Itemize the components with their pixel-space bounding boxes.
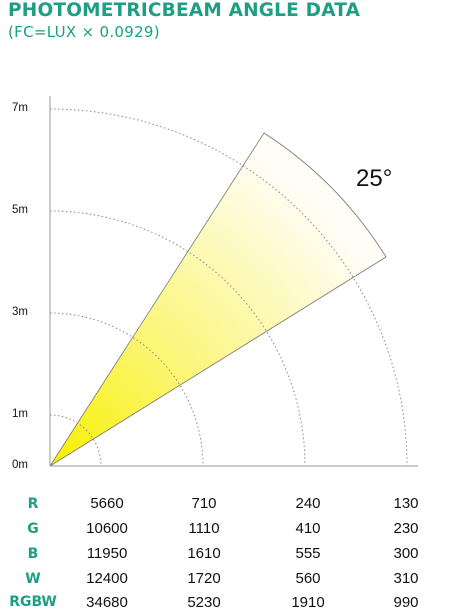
table-cell: 710 [191,495,217,512]
row-label: W [25,571,41,587]
table-cell: 410 [295,520,321,537]
table-cell: 5230 [187,594,221,611]
distance-arc-3m [49,312,204,467]
table-cell: 1110 [188,520,220,537]
table-cell: 5660 [90,495,124,512]
y-tick-0m: 0m [12,459,28,471]
beam-angle-label: 25° [356,165,393,192]
distance-arc-5m [49,210,306,467]
row-label: B [27,546,39,562]
table-cell: 10600 [86,520,128,537]
y-tick-5m: 5m [12,204,28,216]
table-cell: 300 [393,545,419,562]
table-cell: 230 [393,520,419,537]
table-cell: 990 [393,594,419,611]
y-tick-7m: 7m [12,102,28,114]
beam-angle-diagram [49,96,418,467]
row-label: RGBW [9,594,57,610]
table-cell: 1610 [187,545,221,562]
page-subtitle: (FC=LUX × 0.0929) [8,23,160,41]
y-tick-1m: 1m [12,408,28,420]
table-cell: 34680 [86,594,128,611]
table-cell: 1720 [187,570,221,587]
table-cell: 560 [295,570,321,587]
table-cell: 11950 [86,545,128,562]
table-cell: 12400 [86,570,128,587]
table-cell: 1910 [291,594,325,611]
table-cell: 130 [393,495,419,512]
table-cell: 240 [295,495,321,512]
row-label: R [27,496,39,512]
y-tick-3m: 3m [12,306,28,318]
table-cell: 310 [393,570,419,587]
table-cell: 555 [295,545,321,562]
page-title: PHOTOMETRICBEAM ANGLE DATA [8,0,361,21]
distance-arc-7m [49,108,408,467]
row-label: G [27,521,39,537]
beam-cone [49,132,387,467]
